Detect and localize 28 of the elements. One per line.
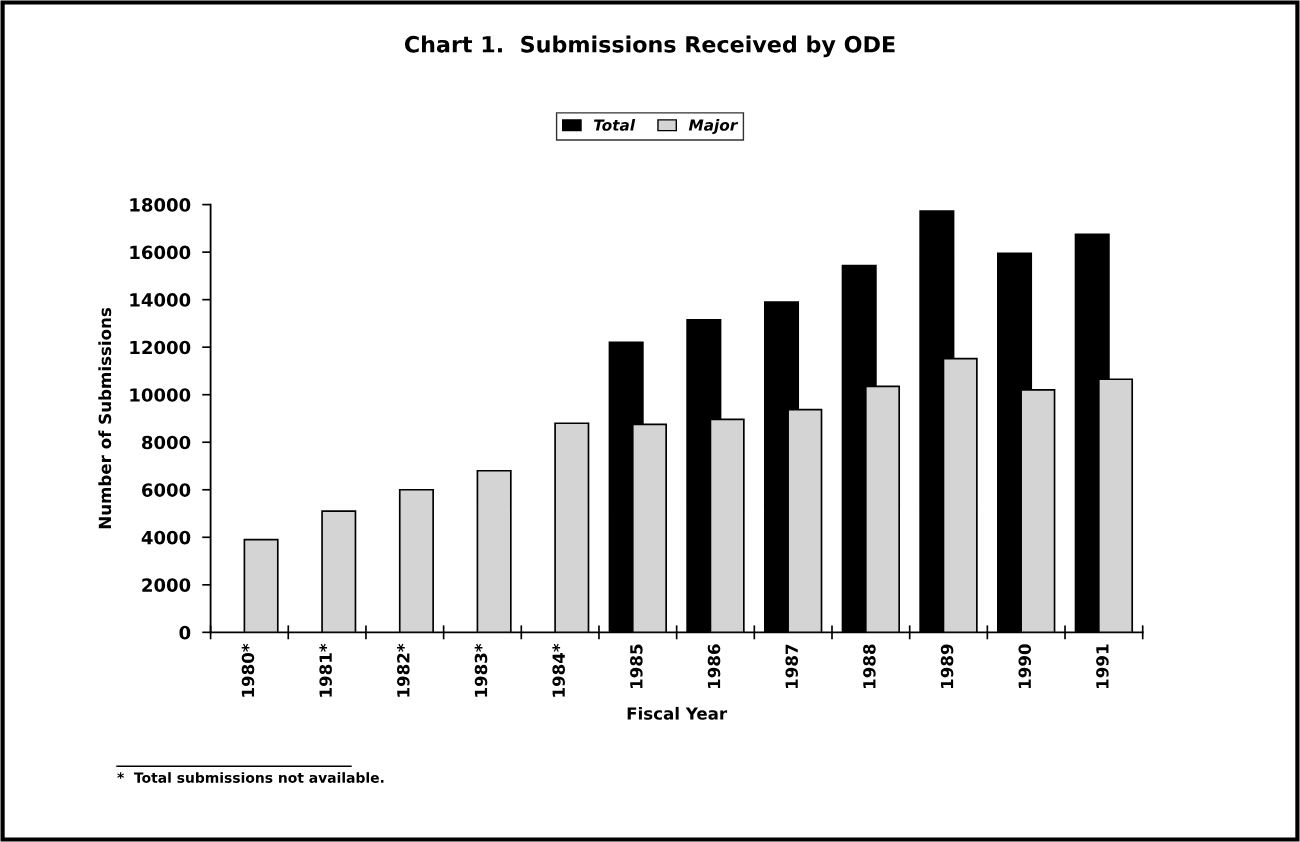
x-tick-label: 1982* <box>397 643 410 697</box>
y-tick-label: 14000 <box>130 293 191 307</box>
x-tick-label: 1988 <box>863 644 876 688</box>
chart-title: Chart 1. Submissions Received by ODE <box>404 35 895 58</box>
y-tick-label: 6000 <box>142 483 191 497</box>
x-tick-label: 1984* <box>552 643 565 697</box>
y-tick-label: 4000 <box>141 530 191 545</box>
x-tick-label: 1991 <box>1096 644 1109 688</box>
text: * Total submissions not available. <box>117 772 384 783</box>
x-tick-label: 1990 <box>1018 644 1032 688</box>
legend-label: Total <box>593 119 636 131</box>
y-tick-label: 8000 <box>142 435 191 450</box>
x-tick-label: 1980* <box>241 643 255 697</box>
y-tick-label: 16000 <box>130 245 191 260</box>
x-tick-label: 1985 <box>630 644 643 688</box>
x-tick-label: 1987 <box>785 644 798 688</box>
y-tick-label: 10000 <box>130 388 191 402</box>
legend-label: Major <box>688 119 739 134</box>
x-tick-label: 1981* <box>319 643 332 697</box>
x-tick-label: 1986 <box>707 644 721 688</box>
y-axis-title: Number of Submissions <box>98 307 112 529</box>
x-axis-title: Fiscal Year <box>627 706 728 720</box>
y-tick-label: 2000 <box>142 578 191 592</box>
x-tick-label: 1983* <box>474 643 488 697</box>
y-tick-label: 18000 <box>130 198 191 212</box>
y-tick-label: 0 <box>179 625 191 640</box>
y-tick-label: 12000 <box>130 340 191 355</box>
x-tick-label: 1989 <box>940 644 954 688</box>
